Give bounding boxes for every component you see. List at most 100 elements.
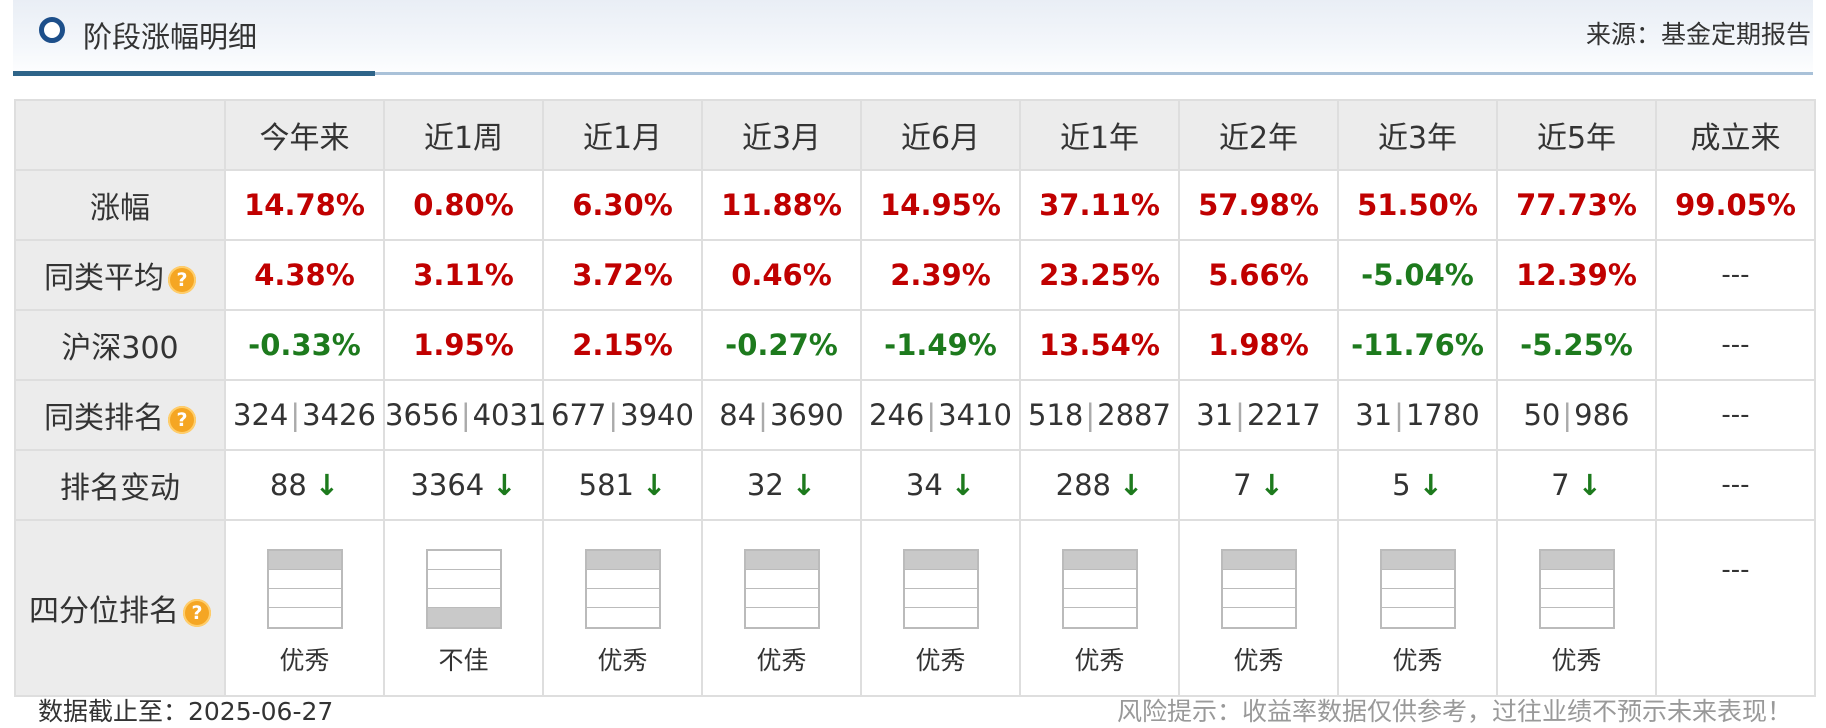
table-header-row: 今年来 近1周 近1月 近3月 近6月 近1年 近2年 近3年 近5年 成立来 xyxy=(14,99,1816,171)
quartile-label: 优秀 xyxy=(915,646,966,675)
quartile-label: 优秀 xyxy=(1392,646,1443,675)
data-date: 数据截止至：2025-06-27 xyxy=(38,697,334,726)
rank-change-cell: --- xyxy=(1655,449,1816,521)
arrow-down-icon: ↓ xyxy=(791,468,817,502)
value-cell: 51.50% xyxy=(1337,169,1498,241)
quartile-segment xyxy=(587,608,659,627)
rank-total: 3426 xyxy=(302,398,376,432)
question-mark-icon[interactable]: ? xyxy=(168,405,196,434)
quartile-chart xyxy=(266,549,343,629)
column-header: 近6月 xyxy=(860,99,1021,171)
rank-cell: 324|3426 xyxy=(224,379,385,451)
arrow-down-icon: ↓ xyxy=(1259,468,1284,502)
rank-position: 31 xyxy=(1196,398,1234,432)
rank-change-cell: 581 ↓ xyxy=(542,449,703,521)
rank-total: 3410 xyxy=(938,398,1012,432)
value-cell: 2.15% xyxy=(542,309,703,381)
rank-cell: 246|3410 xyxy=(860,379,1021,451)
rank-position: 246 xyxy=(869,398,925,432)
rank-separator: | xyxy=(608,398,619,432)
header-divider-accent xyxy=(13,71,375,76)
quartile-segment xyxy=(1381,551,1454,570)
quartile-segment xyxy=(1540,551,1613,570)
rank-cell: 50|986 xyxy=(1496,379,1657,451)
column-header: 今年来 xyxy=(224,99,385,171)
quartile-label: 优秀 xyxy=(1074,646,1125,675)
arrow-down-icon: ↓ xyxy=(1418,468,1443,502)
value-cell: 77.73% xyxy=(1496,169,1657,241)
quartile-segment xyxy=(1222,570,1295,589)
quartile-segment xyxy=(427,551,500,570)
quartile-label: 优秀 xyxy=(279,646,330,675)
quartile-segment xyxy=(1382,608,1454,627)
quartile-chart xyxy=(743,549,820,629)
quartile-cell: 优秀 xyxy=(860,519,1021,697)
quartile-chart xyxy=(1379,549,1456,629)
table-row: 同类排名? 324|3426 3656|4031 677|3940 84|3690 246… xyxy=(14,379,1816,451)
question-mark-icon[interactable]: ? xyxy=(183,598,211,627)
quartile-segment xyxy=(586,551,659,570)
rank-change-cell: 3364 ↓ xyxy=(383,449,544,521)
row-label-cell: 涨幅 xyxy=(14,169,226,241)
rank-position: 50 xyxy=(1523,398,1561,432)
value-cell: 99.05% xyxy=(1655,169,1816,241)
quartile-label: 优秀 xyxy=(597,646,648,675)
quartile-segment xyxy=(427,589,500,608)
rank-cell: 3656|4031 xyxy=(383,379,546,451)
rank-position: 677 xyxy=(551,398,607,432)
quartile-segment xyxy=(904,551,977,570)
question-mark-icon[interactable]: ? xyxy=(168,265,196,294)
row-label: 排名变动 xyxy=(60,471,180,506)
quartile-segment xyxy=(269,608,341,627)
rank-position: 31 xyxy=(1355,398,1393,432)
row-label-cell: 排名变动 xyxy=(14,449,226,521)
quartile-segment xyxy=(745,551,818,570)
quartile-label: 优秀 xyxy=(756,646,807,675)
quartile-segment xyxy=(904,589,977,608)
rank-cell: 31|1780 xyxy=(1337,379,1498,451)
rank-separator: | xyxy=(926,398,937,432)
rank-change-value: 7 xyxy=(1233,468,1252,502)
arrow-down-icon: ↓ xyxy=(1577,468,1602,502)
rank-change-value: 581 xyxy=(578,468,635,502)
rank-total: 2217 xyxy=(1246,398,1321,432)
quartile-segment xyxy=(1540,589,1613,608)
quartile-chart xyxy=(1061,549,1138,629)
rank-change-cell: 288 ↓ xyxy=(1019,449,1180,521)
value-cell: -1.49% xyxy=(860,309,1021,381)
quartile-label: 优秀 xyxy=(1551,646,1602,675)
quartile-segment xyxy=(1381,570,1454,589)
rank-separator: | xyxy=(460,398,471,432)
quartile-segment xyxy=(586,570,659,589)
value-cell: 0.46% xyxy=(701,239,862,311)
value-cell: -0.27% xyxy=(701,309,862,381)
value-cell: 6.30% xyxy=(542,169,703,241)
rank-cell: --- xyxy=(1655,379,1816,451)
value-cell: 14.95% xyxy=(860,169,1021,241)
column-header: 近1年 xyxy=(1019,99,1180,171)
value-cell: 1.98% xyxy=(1178,309,1339,381)
quartile-cell: 优秀 xyxy=(1496,519,1657,697)
quartile-segment xyxy=(1222,551,1295,570)
quartile-cell: 优秀 xyxy=(542,519,703,697)
column-header: 近1周 xyxy=(383,99,544,171)
column-header: 成立来 xyxy=(1655,99,1816,171)
rank-separator: | xyxy=(1394,398,1404,432)
rank-total: 3940 xyxy=(620,398,694,432)
table-corner-cell xyxy=(14,99,226,171)
arrow-down-icon: ↓ xyxy=(314,468,340,502)
rank-change-cell: 34 ↓ xyxy=(860,449,1021,521)
rank-separator: | xyxy=(1085,398,1096,432)
quartile-cell: --- xyxy=(1655,519,1816,697)
header-divider xyxy=(13,72,1813,75)
quartile-cell: 优秀 xyxy=(1178,519,1339,697)
rank-total: 2887 xyxy=(1097,398,1171,432)
quartile-segment xyxy=(746,608,818,627)
rank-position: 518 xyxy=(1028,398,1084,432)
value-cell: --- xyxy=(1655,239,1816,311)
rank-change-value: 5 xyxy=(1392,468,1411,502)
quartile-segment xyxy=(1063,551,1136,570)
quartile-cell: 优秀 xyxy=(701,519,862,697)
rank-cell: 677|3940 xyxy=(542,379,703,451)
value-cell: 12.39% xyxy=(1496,239,1657,311)
